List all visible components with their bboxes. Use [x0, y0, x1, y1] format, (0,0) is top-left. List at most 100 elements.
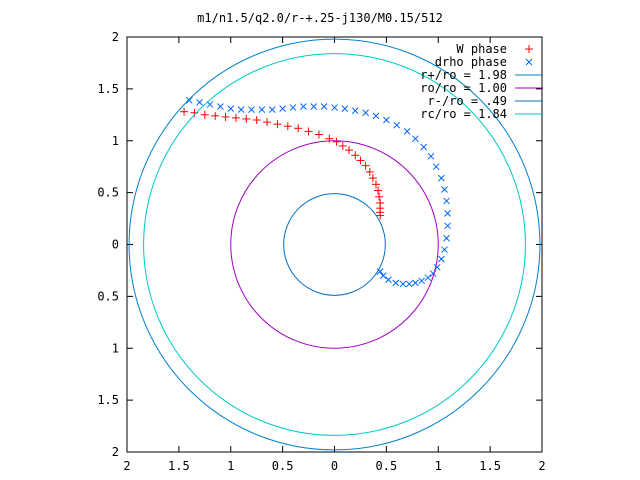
point-series-0	[180, 107, 385, 220]
y-tick-label: 0.5	[97, 186, 119, 200]
data-point	[237, 106, 245, 113]
data-point	[252, 116, 261, 124]
data-point	[412, 279, 419, 287]
data-point	[314, 130, 323, 139]
circle-series-5	[143, 53, 526, 436]
legend-label: r-/ro = .49	[428, 94, 507, 108]
data-point	[361, 161, 370, 170]
data-point	[443, 197, 450, 205]
legend-marker	[525, 58, 533, 66]
data-point	[341, 105, 349, 112]
data-point	[424, 274, 432, 282]
data-point	[180, 107, 189, 116]
data-point	[283, 122, 292, 131]
data-point	[427, 152, 435, 160]
data-point	[412, 135, 419, 143]
data-point	[227, 105, 235, 112]
data-point	[294, 124, 303, 133]
data-point	[444, 222, 451, 230]
data-point	[403, 128, 411, 135]
legend-label: r+/ro = 1.98	[420, 68, 507, 82]
data-point	[375, 192, 384, 201]
data-point	[376, 211, 385, 220]
circle-series-2	[128, 38, 541, 451]
y-tick-label: 1	[112, 341, 119, 355]
data-point	[351, 151, 360, 160]
y-tick-label: 1.5	[97, 393, 119, 407]
circle-series-3	[230, 140, 439, 349]
legend-label: rc/ro = 1.84	[420, 107, 507, 121]
y-tick-label: 2	[112, 445, 119, 459]
data-point	[200, 110, 209, 119]
data-point	[443, 234, 450, 242]
data-point	[231, 113, 240, 122]
chart-title: m1/n1.5/q2.0/r-+.25-j130/M0.15/512	[197, 11, 443, 25]
data-point	[385, 276, 392, 284]
data-point	[362, 109, 369, 117]
x-tick-label: 2	[123, 459, 130, 473]
y-tick-label: 0	[112, 238, 119, 252]
data-point	[379, 272, 387, 279]
data-point	[372, 112, 380, 120]
x-tick-label: 1.5	[479, 459, 501, 473]
data-point	[399, 280, 407, 288]
x-tick-label: 0.5	[272, 459, 294, 473]
x-tick-label: 0.5	[376, 459, 398, 473]
data-point	[258, 106, 266, 113]
legend-label: drho phase	[435, 55, 507, 69]
point-series-1	[185, 96, 451, 288]
data-point	[356, 156, 365, 165]
data-point	[196, 99, 203, 106]
y-axis-tick-labels: 2 1.5 1 0.5 0 0.5 1 1.5 2	[97, 30, 119, 459]
data-point	[420, 143, 428, 151]
x-tick-label: 2	[538, 459, 545, 473]
axis-ticks	[126, 36, 543, 453]
y-tick-label: 1.5	[97, 82, 119, 96]
data-point	[338, 141, 347, 150]
legend-marker	[525, 45, 533, 53]
x-tick-label: 1	[435, 459, 442, 473]
plot-series	[128, 38, 541, 451]
data-point	[393, 121, 401, 129]
data-point	[405, 280, 413, 288]
data-point	[206, 101, 214, 108]
circle-series-4	[283, 193, 386, 296]
data-point	[374, 186, 383, 195]
data-point	[248, 106, 255, 113]
data-point	[273, 120, 282, 129]
legend-label: W phase	[456, 42, 507, 56]
data-point	[310, 103, 318, 110]
y-tick-label: 2	[112, 30, 119, 44]
data-point	[331, 104, 338, 111]
data-point	[383, 116, 390, 124]
data-point	[368, 174, 377, 183]
data-point	[332, 137, 341, 146]
data-point	[372, 180, 380, 189]
data-point	[279, 105, 286, 112]
data-point	[441, 186, 448, 193]
data-point	[392, 279, 400, 287]
data-point	[320, 103, 328, 110]
x-tick-label: 1.5	[168, 459, 190, 473]
x-tick-label: 0	[331, 459, 338, 473]
y-tick-label: 1	[112, 134, 119, 148]
legend-label: ro/ro = 1.00	[420, 81, 507, 95]
data-point	[221, 112, 230, 121]
data-point	[438, 255, 445, 263]
data-point	[190, 108, 199, 117]
data-point	[242, 114, 251, 123]
data-point	[289, 104, 297, 111]
data-point	[376, 268, 384, 275]
data-point	[211, 111, 220, 120]
data-point	[185, 96, 193, 104]
x-tick-label: 1	[227, 459, 234, 473]
data-point	[304, 127, 313, 136]
data-point	[268, 106, 276, 113]
data-point	[217, 103, 224, 110]
y-tick-label: 0.5	[97, 289, 119, 303]
data-point	[444, 210, 451, 217]
data-point	[351, 107, 359, 115]
data-point	[365, 167, 374, 176]
